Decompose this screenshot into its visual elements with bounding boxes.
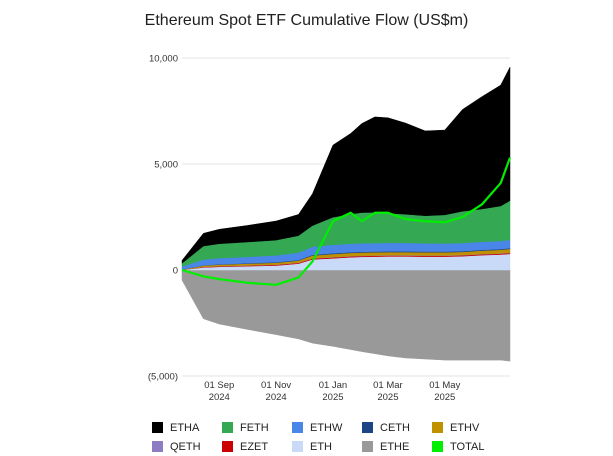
x-tick-label: 2024 bbox=[209, 392, 230, 403]
legend-item-eth: ETH bbox=[280, 441, 350, 453]
legend-swatch bbox=[292, 422, 303, 433]
x-tick-label: 01 Nov bbox=[261, 380, 291, 391]
x-tick-label: 01 May bbox=[429, 380, 460, 391]
y-tick-label: 5,000 bbox=[154, 160, 178, 171]
legend-item-ceth: CETH bbox=[350, 422, 420, 434]
x-tick-label: 2025 bbox=[377, 392, 398, 403]
x-tick-label: 01 Sep bbox=[204, 380, 234, 391]
legend-label: ETHE bbox=[380, 440, 410, 453]
legend-swatch bbox=[222, 422, 233, 433]
legend-label: EZET bbox=[240, 440, 269, 453]
legend-swatch bbox=[432, 422, 443, 433]
area-etha bbox=[181, 67, 511, 264]
x-tick-label: 2025 bbox=[322, 392, 343, 403]
legend-item-ethe: ETHE bbox=[350, 441, 420, 453]
x-tick-label: 2024 bbox=[266, 392, 287, 403]
chart-legend: ETHA FETH ETHW CETH ETHV QETH EZET ETH ETHE TOTAL bbox=[140, 418, 500, 456]
legend-row: QETH EZET ETH ETHE TOTAL bbox=[140, 437, 500, 456]
total-line bbox=[181, 157, 512, 286]
legend-swatch bbox=[152, 422, 163, 433]
legend-item-feth: FETH bbox=[210, 422, 280, 434]
legend-swatch bbox=[362, 422, 373, 433]
legend-label: ETHW bbox=[310, 421, 343, 434]
legend-row: ETHA FETH ETHW CETH ETHV bbox=[140, 418, 500, 437]
legend-swatch bbox=[152, 441, 163, 452]
legend-label: CETH bbox=[380, 421, 410, 434]
legend-swatch bbox=[432, 441, 443, 452]
chart-title: Ethereum Spot ETF Cumulative Flow (US$m) bbox=[144, 12, 469, 29]
legend-label: ETHA bbox=[170, 421, 200, 434]
legend-label: QETH bbox=[170, 440, 201, 453]
line-total bbox=[181, 157, 512, 286]
x-tick-label: 01 Jan bbox=[319, 380, 348, 391]
legend-swatch bbox=[222, 441, 233, 452]
area-ethe bbox=[181, 269, 511, 362]
legend-swatch bbox=[362, 441, 373, 452]
stacked-areas bbox=[181, 67, 511, 362]
legend-label: FETH bbox=[240, 421, 269, 434]
legend-item-etha: ETHA bbox=[140, 422, 210, 434]
y-tick-label: 10,000 bbox=[149, 54, 178, 65]
y-tick-label: 0 bbox=[173, 266, 178, 277]
legend-item-qeth: QETH bbox=[140, 441, 210, 453]
y-tick-label: (5,000) bbox=[148, 372, 178, 383]
legend-label: TOTAL bbox=[450, 440, 485, 453]
legend-item-ethw: ETHW bbox=[280, 422, 350, 434]
legend-label: ETH bbox=[310, 440, 332, 453]
legend-label: ETHV bbox=[450, 421, 480, 434]
x-tick-label: 2025 bbox=[434, 392, 455, 403]
x-tick-label: 01 Mar bbox=[373, 380, 403, 391]
legend-item-ethv: ETHV bbox=[420, 422, 490, 434]
legend-swatch bbox=[292, 441, 303, 452]
legend-item-total: TOTAL bbox=[420, 441, 490, 453]
legend-item-ezet: EZET bbox=[210, 441, 280, 453]
